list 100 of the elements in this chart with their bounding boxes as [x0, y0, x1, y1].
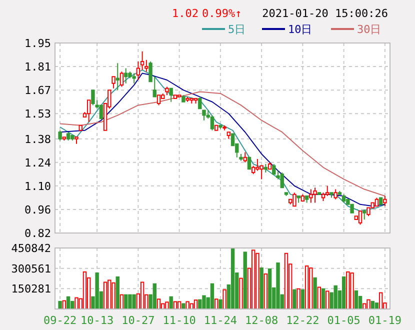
- bar: [128, 294, 132, 310]
- candlestick: [247, 156, 252, 170]
- bar: [243, 252, 247, 310]
- candlestick: [70, 134, 74, 142]
- x-tick-label: 12-08: [245, 314, 278, 327]
- candlestick: [74, 136, 78, 144]
- candlestick: [358, 210, 362, 226]
- candlestick: [198, 96, 202, 110]
- y-tick-label: 0.96: [24, 203, 51, 216]
- candlestick: [182, 94, 186, 102]
- candlestick: [120, 71, 124, 88]
- candlestick: [210, 114, 214, 131]
- candlestick: [66, 132, 70, 142]
- bar: [300, 289, 305, 310]
- y-tick-label: 1.67: [24, 84, 51, 98]
- y-tick-label: 1.81: [24, 60, 51, 74]
- candlestick: [202, 110, 206, 121]
- x-tick-label: 09-22: [43, 314, 77, 327]
- bar: [218, 299, 222, 310]
- candlestick: [124, 68, 128, 84]
- candlestick: [194, 98, 198, 104]
- candlestick: [284, 192, 288, 197]
- y-tick-label: 1.10: [24, 180, 51, 193]
- candlestick: [132, 72, 136, 84]
- y-tick-label: 450842: [11, 242, 51, 255]
- bar: [354, 290, 358, 310]
- line-series: [60, 91, 386, 197]
- text: 2021-01-20 15:00:26: [262, 7, 388, 20]
- legend-label: 30日: [357, 23, 382, 36]
- candlestick: [362, 208, 366, 220]
- x-tick-label: 12-22: [286, 314, 320, 327]
- candlestick: [334, 188, 338, 200]
- y-tick-label: 150281: [11, 282, 51, 296]
- candlestick: [300, 194, 305, 202]
- bar: [210, 283, 214, 310]
- bar: [182, 303, 186, 310]
- y-tick-label: 1.38: [24, 132, 51, 146]
- candlestick: [313, 187, 317, 204]
- candlestick: [330, 192, 334, 198]
- candlestick: [272, 164, 276, 175]
- candlestick: [190, 98, 194, 104]
- y-tick-label: 1.24: [24, 156, 52, 170]
- text: 0.99%↑: [202, 7, 242, 20]
- bar: [58, 300, 62, 310]
- x-tick-label: 11-24: [204, 314, 238, 327]
- bar: [276, 262, 280, 310]
- legend-label: 10日: [288, 23, 312, 36]
- bar: [260, 268, 264, 310]
- bar: [292, 289, 296, 310]
- candlestick: [317, 192, 321, 195]
- candlestick: [214, 124, 218, 131]
- candlestick: [177, 94, 182, 98]
- candlestick: [309, 188, 313, 204]
- candlestick: [378, 197, 383, 205]
- x-tick-label: 01-19: [368, 314, 402, 327]
- y-tick-label: 0.82: [24, 227, 51, 240]
- candlestick: [374, 197, 379, 207]
- y-tick-label: 1.95: [24, 37, 51, 50]
- candlestick: [218, 124, 222, 130]
- legend-label: 5日: [228, 23, 246, 36]
- candlestick: [169, 88, 173, 102]
- candlestick: [86, 100, 91, 123]
- candlestick: [268, 162, 272, 170]
- candlestick: [226, 132, 231, 140]
- bar: [313, 277, 317, 310]
- candlestick: [58, 130, 62, 142]
- candlestick: [116, 62, 120, 91]
- candlestick: [112, 76, 116, 89]
- x-tick-label: 10-13: [80, 314, 114, 327]
- bar: [342, 276, 346, 310]
- bar: [230, 248, 235, 310]
- bar: [132, 294, 136, 310]
- bar: [202, 295, 206, 310]
- bar: [95, 272, 99, 310]
- candlestick: [165, 86, 169, 96]
- candlestick: [383, 196, 387, 207]
- candlestick: [292, 192, 296, 207]
- candlestick: [173, 94, 178, 99]
- bar: [268, 268, 272, 310]
- candlestick: [156, 94, 161, 106]
- bar: [169, 296, 173, 310]
- y-tick-label: 1.53: [24, 108, 51, 121]
- candlestick: [338, 190, 342, 195]
- text: 1.02: [172, 7, 198, 20]
- bar: [321, 288, 326, 310]
- x-tick-label: 01-05: [327, 314, 360, 327]
- bar: [116, 276, 120, 310]
- candlestick: [222, 124, 226, 131]
- x-tick-label: 11-10: [162, 314, 196, 327]
- candlestick: [91, 90, 95, 106]
- candlestick: [140, 50, 144, 70]
- candlestick: [186, 96, 190, 102]
- candlestick: [280, 172, 284, 188]
- candlestick: [264, 164, 268, 173]
- candlestick: [78, 124, 82, 131]
- y-tick-label: 300561: [11, 262, 51, 276]
- candlestick: [296, 196, 300, 204]
- bar: [334, 285, 338, 310]
- candlestick: [136, 60, 140, 80]
- candlestick: [243, 152, 247, 163]
